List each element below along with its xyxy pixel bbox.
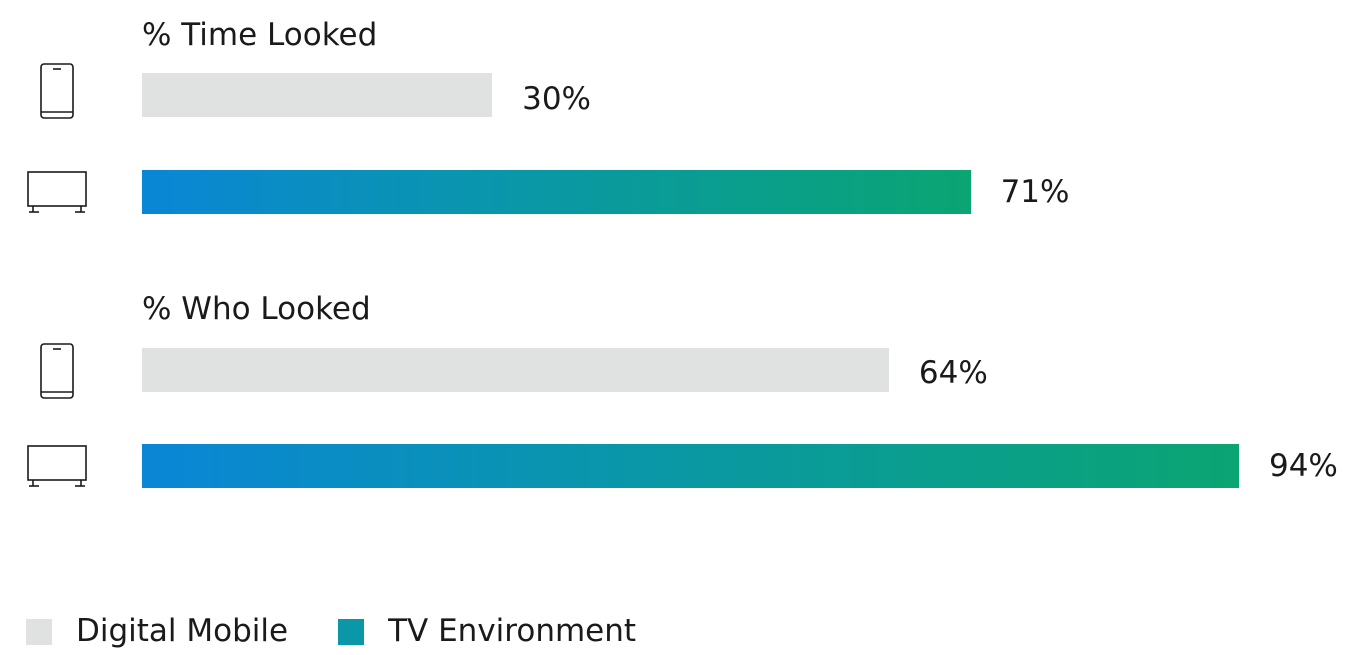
legend: Digital Mobile TV Environment [26, 616, 686, 647]
data-label-who-looked-digital-mobile: 64% [918, 355, 988, 391]
legend-item-digital-mobile: Digital Mobile [26, 616, 288, 647]
legend-label-digital-mobile: Digital Mobile [76, 613, 289, 649]
tv-icon [26, 164, 90, 220]
legend-swatch-tv-environment [338, 618, 365, 645]
group-title-time-looked: % Time Looked [142, 17, 378, 53]
bar-who-looked-tv-environment [142, 444, 1239, 488]
phone-icon [26, 343, 90, 399]
data-label-time-looked-tv-environment: 71% [1000, 174, 1070, 210]
data-label-who-looked-tv-environment: 94% [1268, 448, 1338, 484]
bar-time-looked-tv-environment [142, 170, 971, 214]
phone-icon [26, 63, 90, 119]
data-label-time-looked-digital-mobile: 30% [522, 81, 591, 117]
legend-label-tv-environment: TV Environment [388, 613, 637, 649]
group-title-who-looked: % Who Looked [142, 291, 371, 327]
bar-who-looked-digital-mobile [142, 348, 889, 392]
legend-swatch-digital-mobile [26, 618, 52, 645]
tv-icon [26, 438, 90, 494]
legend-item-tv-environment: TV Environment [338, 616, 636, 647]
bar-time-looked-digital-mobile [142, 73, 493, 117]
